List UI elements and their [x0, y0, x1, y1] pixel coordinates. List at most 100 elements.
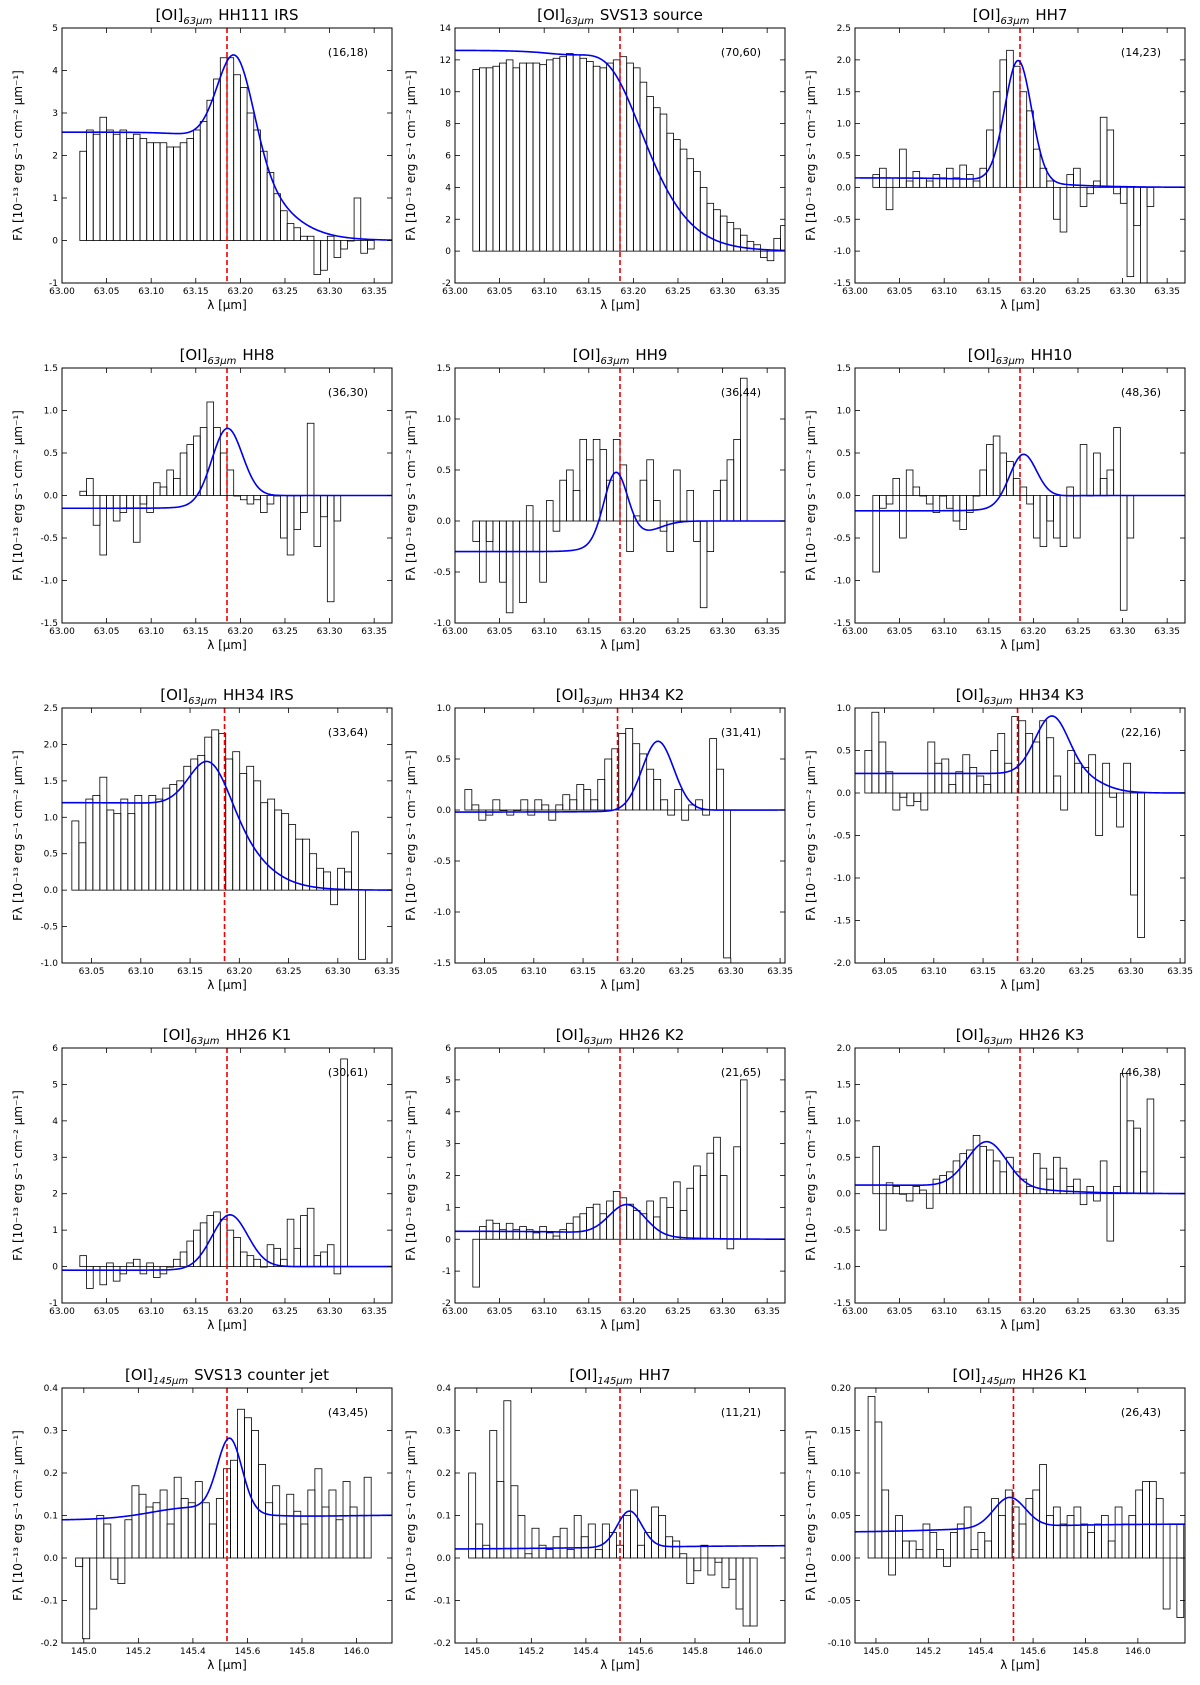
- flux-bar: [225, 758, 234, 891]
- chart-panel: [OI]63μm HH26 K1 63.00 63.05 63.10 63.15 63.20…: [11, 1026, 393, 1332]
- flux-bar: [531, 1527, 540, 1559]
- flux-bar: [919, 1189, 927, 1195]
- flux-bar: [646, 768, 655, 811]
- y-axis-label: Fλ [10⁻¹³ erg s⁻¹ cm⁻² μm⁻¹]: [11, 1090, 25, 1261]
- plot-area: [62, 368, 392, 623]
- flux-bar: [1133, 186, 1141, 227]
- flux-bar: [912, 486, 921, 496]
- axes-frame: [61, 707, 393, 964]
- title-species: [OI]: [125, 1366, 153, 1384]
- y-axis-label: Fλ [10⁻¹³ erg s⁻¹ cm⁻² μm⁻¹]: [404, 1430, 418, 1601]
- flux-bar: [246, 765, 255, 891]
- flux-bar: [155, 798, 164, 891]
- title-object: HH7: [1035, 6, 1067, 24]
- flux-bar: [194, 1481, 203, 1559]
- x-tick-label: 145.6: [628, 1647, 654, 1657]
- flux-bar: [232, 751, 241, 891]
- flux-bar: [273, 1247, 281, 1267]
- flux-bar: [905, 1193, 914, 1202]
- y-tick-label: -1: [442, 1267, 451, 1277]
- flux-bar: [871, 711, 880, 794]
- fit-curve: [62, 1213, 392, 1272]
- flux-bar: [612, 59, 621, 252]
- y-tick-label: 1: [52, 1226, 58, 1236]
- flux-bar: [260, 495, 268, 513]
- flux-bar: [932, 174, 941, 188]
- x-axis-label: λ [μm]: [207, 978, 247, 992]
- x-tick-label: 63.10: [138, 627, 164, 637]
- x-tick-label: 63.35: [754, 287, 780, 297]
- y-tick-label: 2: [52, 1190, 58, 1200]
- y-tick-label: 0.5: [837, 747, 851, 757]
- flux-bar: [253, 495, 261, 501]
- title-subscript: 63μm: [584, 696, 613, 707]
- flux-bar: [881, 1489, 890, 1559]
- y-tick-label: -1.0: [833, 577, 851, 587]
- title-subscript: 63μm: [996, 356, 1025, 367]
- flux-bar: [990, 750, 999, 794]
- flux-bar: [344, 871, 353, 891]
- title-subscript: 63μm: [191, 1036, 220, 1047]
- flux-bar: [604, 758, 613, 811]
- flux-bar: [977, 1532, 986, 1559]
- y-tick-label: -1.0: [40, 577, 58, 587]
- x-axis-label: λ [μm]: [600, 978, 640, 992]
- flux-bar: [1095, 792, 1104, 836]
- x-tick-label: 63.15: [976, 627, 1002, 637]
- flux-bar: [941, 758, 950, 794]
- flux-bar: [908, 1540, 917, 1559]
- flux-bar: [970, 1549, 979, 1559]
- flux-bar: [1099, 116, 1108, 188]
- x-tick-label: 63.05: [887, 287, 913, 297]
- flux-bar: [579, 438, 587, 522]
- title-species: [OI]: [968, 346, 996, 364]
- fit-curve: [455, 740, 785, 813]
- y-tick-label: 0.4: [437, 1384, 452, 1394]
- flux-bar: [239, 495, 248, 501]
- flux-bar: [562, 794, 571, 811]
- y-tick-label: -0.5: [833, 832, 851, 842]
- flux-bar: [1094, 1523, 1102, 1559]
- y-tick-label: 2.0: [837, 56, 852, 66]
- y-tick-label: -0.5: [833, 1226, 851, 1236]
- flux-bar: [499, 62, 507, 252]
- flux-bar: [673, 1181, 681, 1240]
- y-tick-label: -0.10: [828, 1639, 852, 1649]
- annotation: (36,30): [328, 386, 368, 399]
- flux-bar: [699, 520, 708, 609]
- flux-bar: [552, 520, 561, 532]
- flux-bar: [1142, 1481, 1150, 1559]
- flux-bar: [992, 1160, 1001, 1195]
- title-object: HH26 K2: [618, 1026, 684, 1044]
- flux-bar: [1046, 180, 1054, 188]
- title-object: HH9: [635, 346, 667, 364]
- title-subscript: 63μm: [584, 1036, 613, 1047]
- y-axis-label: Fλ [10⁻¹³ erg s⁻¹ cm⁻² μm⁻¹]: [804, 1430, 818, 1601]
- flux-bar: [159, 486, 168, 496]
- flux-bar: [766, 250, 775, 262]
- flux-bar: [572, 489, 581, 522]
- flux-bar: [213, 1211, 221, 1267]
- flux-bar: [199, 427, 208, 496]
- flux-bar: [148, 795, 157, 891]
- x-tick-label: 63.30: [710, 287, 736, 297]
- y-tick-label: -0.5: [40, 923, 58, 933]
- flux-bar: [626, 62, 634, 252]
- flux-bar: [546, 500, 554, 522]
- flux-bar: [239, 87, 248, 241]
- flux-bar: [320, 495, 328, 518]
- y-tick-label: -1.0: [433, 908, 451, 918]
- flux-bar: [92, 133, 101, 241]
- flux-bar: [1012, 478, 1021, 496]
- flux-bar: [594, 1549, 603, 1559]
- x-tick-label: 146.0: [737, 1647, 763, 1657]
- flux-bar: [943, 1557, 951, 1567]
- flux-bar: [579, 1213, 587, 1240]
- chart-panel: [OI]145μm SVS13 counter jet 145.0 145.2 145.…: [11, 1366, 393, 1672]
- flux-bar: [892, 792, 901, 811]
- fit-curve: [455, 1203, 785, 1240]
- flux-bar: [1074, 762, 1083, 794]
- flux-bar: [179, 1251, 188, 1267]
- flux-bar: [306, 422, 315, 496]
- flux-bar: [1060, 792, 1069, 811]
